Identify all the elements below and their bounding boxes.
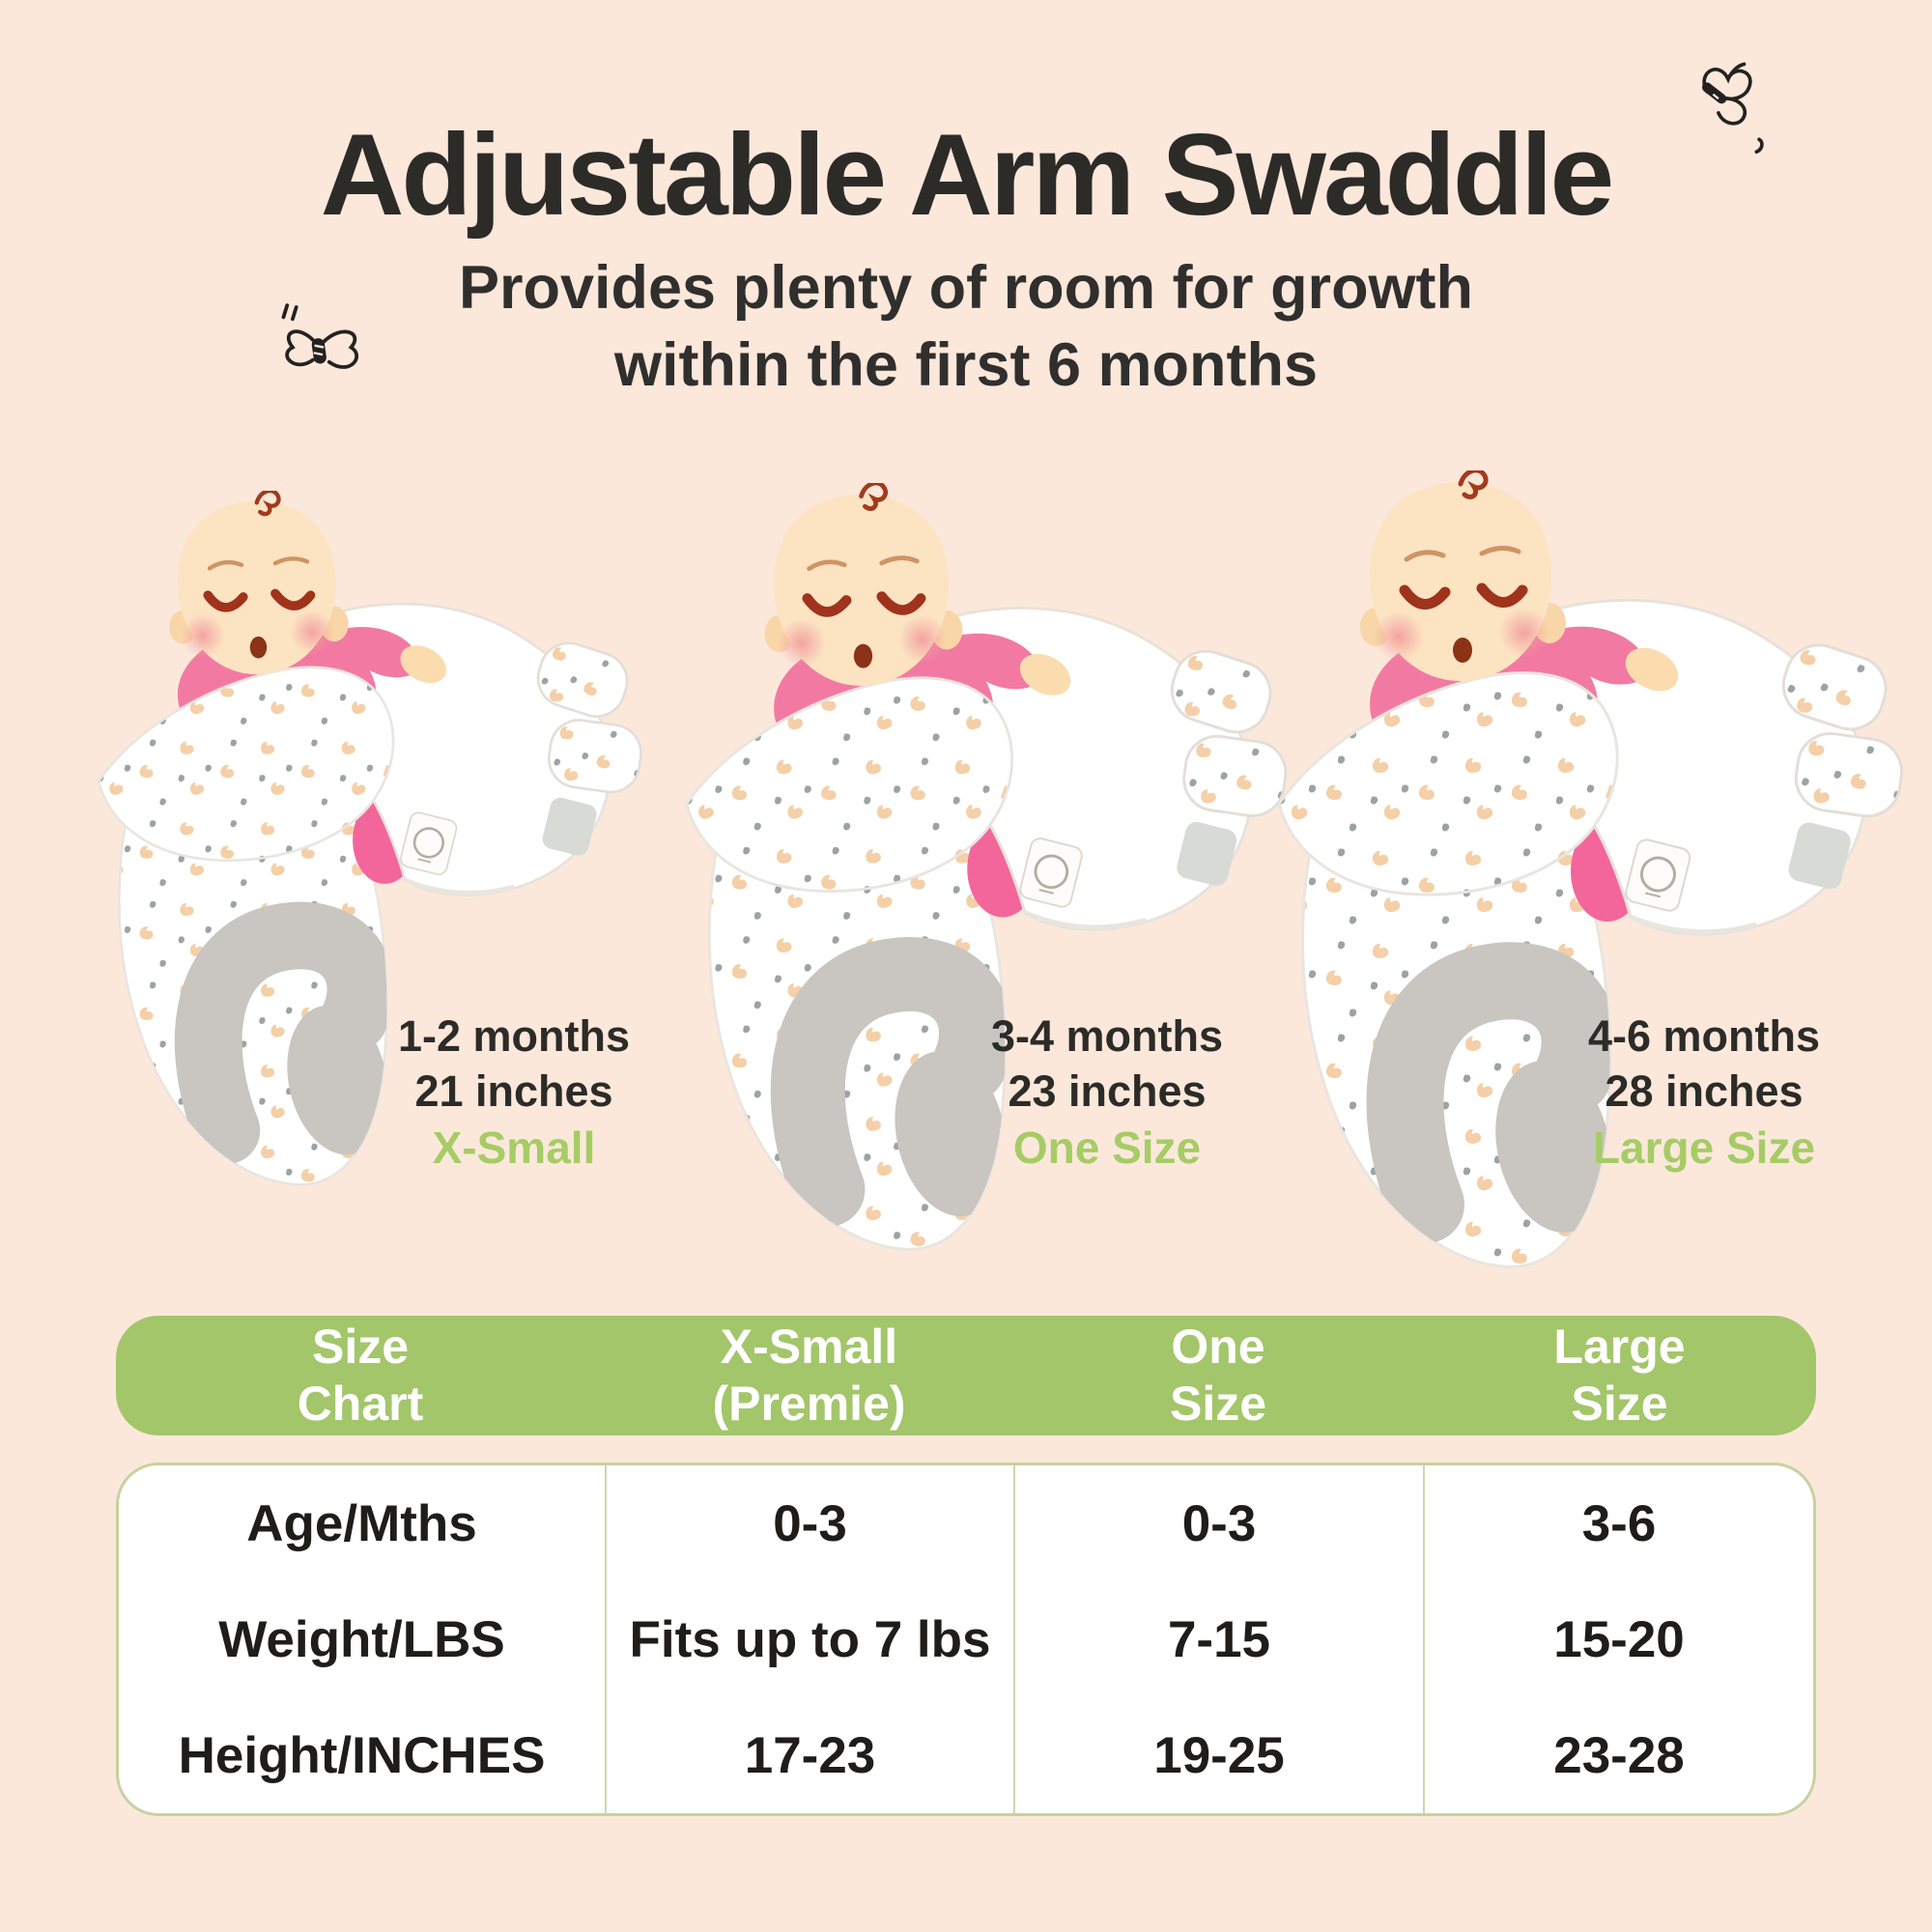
- swaddle-illustration-large: [1271, 470, 1909, 1321]
- butterfly-icon: [1701, 62, 1764, 154]
- table-cell: 0-3: [773, 1494, 847, 1552]
- row-label: Age/Mths: [246, 1494, 477, 1552]
- size-caption-one-size: 3-4 months 23 inches One Size: [914, 1009, 1300, 1177]
- table-col-large: 3-6 15-20 23-28: [1423, 1465, 1813, 1813]
- header-xsmall: X-Small (Premie): [712, 1320, 906, 1431]
- header-one-size: One Size: [1169, 1320, 1267, 1431]
- table-col-row-labels: Age/Mths Weight/LBS Height/INCHES: [119, 1465, 605, 1813]
- size-caption-large: 4-6 months 28 inches Large Size: [1511, 1009, 1897, 1177]
- caption-length: 21 inches: [414, 1066, 613, 1116]
- header-large: Large Size: [1553, 1320, 1686, 1431]
- butterfly-icon: [281, 303, 358, 369]
- caption-age: 3-4 months: [990, 1011, 1224, 1061]
- caption-age: 1-2 months: [397, 1011, 631, 1061]
- caption-age: 4-6 months: [1587, 1011, 1821, 1061]
- caption-size: Large Size: [1592, 1122, 1816, 1173]
- table-cell: 7-15: [1167, 1610, 1271, 1668]
- table-col-one-size: 0-3 7-15 19-25: [1013, 1465, 1423, 1813]
- table-cell: 19-25: [1153, 1726, 1285, 1784]
- table-col-xsmall: 0-3 Fits up to 7 lbs 17-23: [605, 1465, 1013, 1813]
- page-subtitle: Provides plenty of room for growth withi…: [0, 249, 1932, 404]
- caption-size: X-Small: [432, 1122, 596, 1173]
- row-label: Height/INCHES: [178, 1726, 546, 1784]
- subtitle-line1: Provides plenty of room for growth: [458, 254, 1474, 322]
- table-cell: 17-23: [744, 1726, 876, 1784]
- table-cell: 0-3: [1181, 1494, 1257, 1552]
- table-cell: 3-6: [1581, 1494, 1657, 1552]
- table-cell: Fits up to 7 lbs: [629, 1610, 991, 1668]
- subtitle-line2: within the first 6 months: [613, 331, 1318, 399]
- size-table-header: Size Chart X-Small (Premie) One Size Lar…: [116, 1316, 1816, 1435]
- caption-size: One Size: [1012, 1122, 1202, 1173]
- swaddle-illustration-one-size: [679, 483, 1293, 1301]
- size-table-body: Age/Mths Weight/LBS Height/INCHES 0-3 Fi…: [116, 1463, 1816, 1816]
- table-cell: 15-20: [1553, 1610, 1685, 1668]
- caption-length: 28 inches: [1605, 1066, 1804, 1116]
- header-size-chart: Size Chart: [297, 1320, 424, 1431]
- page-title: Adjustable Arm Swaddle: [320, 110, 1615, 240]
- caption-length: 23 inches: [1008, 1066, 1207, 1116]
- size-caption-xsmall: 1-2 months 21 inches X-Small: [321, 1009, 707, 1177]
- table-cell: 23-28: [1553, 1726, 1685, 1784]
- row-label: Weight/LBS: [218, 1610, 505, 1668]
